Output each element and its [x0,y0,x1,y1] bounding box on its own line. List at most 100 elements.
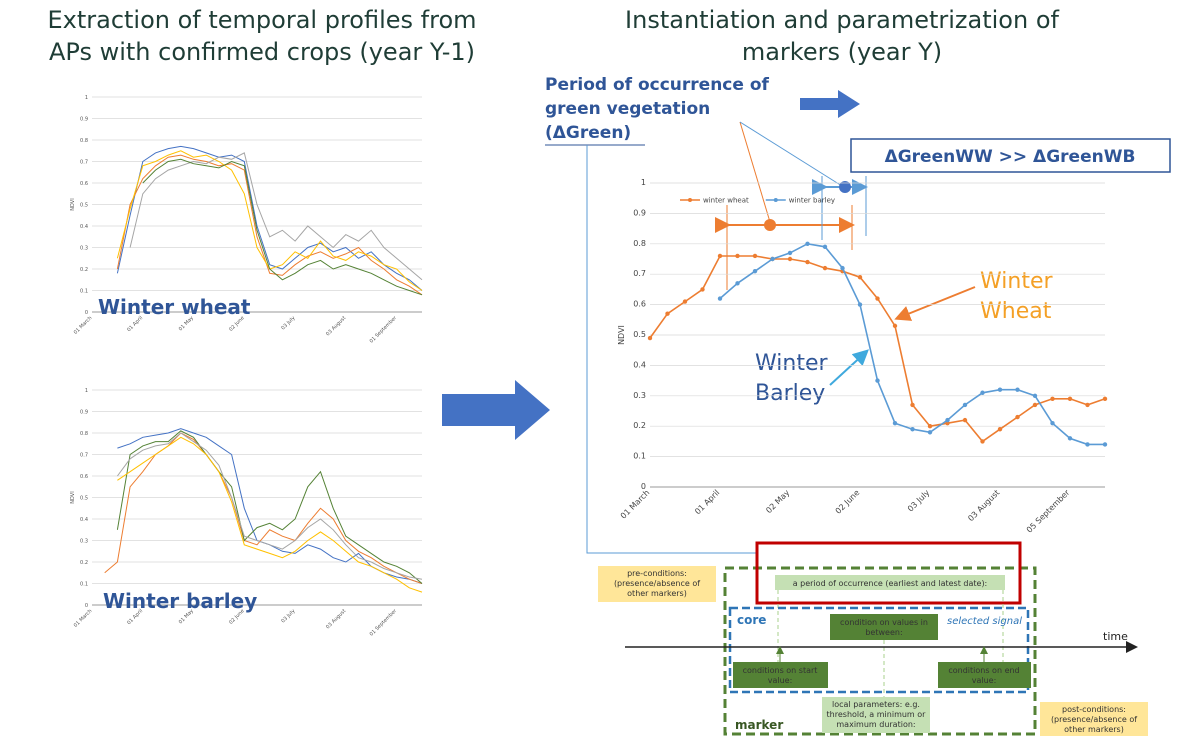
pre-text: (presence/absence of [614,579,700,588]
point [805,241,810,246]
heading: APs with confirmed crops (year Y-1) [49,38,475,66]
heading: Extraction of temporal profiles from [47,6,476,34]
x-tick-label: 03 July [280,315,296,331]
series-line [116,145,423,291]
point [1032,393,1038,398]
point [700,287,705,292]
heading: markers (year Y) [742,38,942,66]
local-text: threshold, a minimum or [827,710,927,719]
comparison: ΔGreenWW >> ΔGreenWB [885,147,1136,167]
x-tick-label: 03 August [325,315,347,337]
end-text: value: [972,676,997,685]
y-tick-label: 0.9 [80,410,88,416]
time-label: time [1103,630,1128,643]
point [770,256,775,262]
y-tick-label: 0.1 [80,289,88,295]
y-tick-label: 0.9 [80,117,88,123]
x-tick-label: 01 September [369,315,399,345]
point [787,256,793,262]
legend-swatch [773,198,778,202]
point [927,424,933,429]
legend-label: winter wheat [703,197,749,205]
chart-label: Winter wheat [98,295,251,319]
point [805,259,810,265]
annotation: Period of occurrence of [545,75,770,95]
point [822,265,828,271]
y-tick-label: 0.6 [80,181,88,187]
between-text: between: [865,628,902,637]
x-tick-label: 01 April [693,488,721,516]
point [647,335,653,341]
series-line [117,436,423,593]
end-box [938,662,1031,688]
y-tick-label: 0.1 [633,452,646,461]
annotation: Barley [755,381,825,406]
chart: 0 0.1 0.2 0.3 0.4 0.5 0.6 0.7 0.8 0.9 1 01 March 01 … [70,388,423,638]
y-tick-label: 0.2 [80,267,88,273]
big-arrow [442,380,550,440]
pre-text: other markers) [627,589,687,598]
post-box [1040,702,1148,736]
point [857,302,863,307]
x-tick-label: 03 August [325,608,347,630]
x-tick-label: 02 May [764,488,791,515]
arrow [800,90,860,118]
between-text: condition on values in [840,618,928,627]
series-line [116,154,423,296]
point [787,250,793,256]
y-tick-label: 0.8 [80,431,88,437]
heading: Instantiation and parametrization of [625,6,1059,34]
post-text: post-conditions: [1062,705,1126,714]
series-line [129,152,423,281]
point [997,387,1003,392]
pre-text: pre-conditions: [627,569,687,578]
point [735,281,740,286]
point [875,296,880,301]
pointer [739,121,771,223]
y-tick-label: 0.8 [80,138,88,144]
interval-dot [764,219,776,231]
y-tick-label: 1 [641,178,646,187]
point [945,420,950,426]
point [962,402,968,408]
point [682,299,688,304]
point [735,253,740,259]
y-tick-label: 0.4 [633,360,646,369]
x-tick-label: 01 March [73,608,94,629]
y-tick-label: 1 [85,388,88,394]
point [962,417,968,423]
x-tick-label: 01 March [619,488,652,521]
point [822,244,828,250]
core-label: core [737,613,766,627]
y-tick-label: 0.5 [80,203,88,209]
annotation: Winter [980,269,1053,294]
point [717,253,723,259]
marker-label: marker [735,718,783,732]
x-tick-label: 01 September [369,608,399,638]
annotation: green vegetation [545,99,710,119]
y-tick-label: 1 [85,95,88,101]
between-box [830,614,938,640]
period-box [775,575,1005,590]
series-line [116,432,423,580]
annotation: (ΔGreen) [545,123,631,143]
pointer [894,286,976,321]
y-tick-label: 0.3 [80,539,88,545]
point [875,378,880,383]
marker-box [723,566,1037,736]
post-text: (presence/absence of [1051,715,1137,724]
point [892,323,898,329]
point [1032,402,1038,408]
y-tick-label: 0.3 [633,391,646,400]
y-axis-label: NDVI [70,491,76,503]
point [1085,442,1090,447]
point [892,420,898,426]
annotation: Wheat [980,299,1052,324]
point [840,265,845,271]
x-tick-label: 03 August [966,488,1001,523]
highlight-box [755,541,1022,605]
series-line [142,158,423,296]
period-text: a period of occurrence (earliest and lat… [793,579,988,588]
y-axis-label: NDVI [70,198,76,210]
